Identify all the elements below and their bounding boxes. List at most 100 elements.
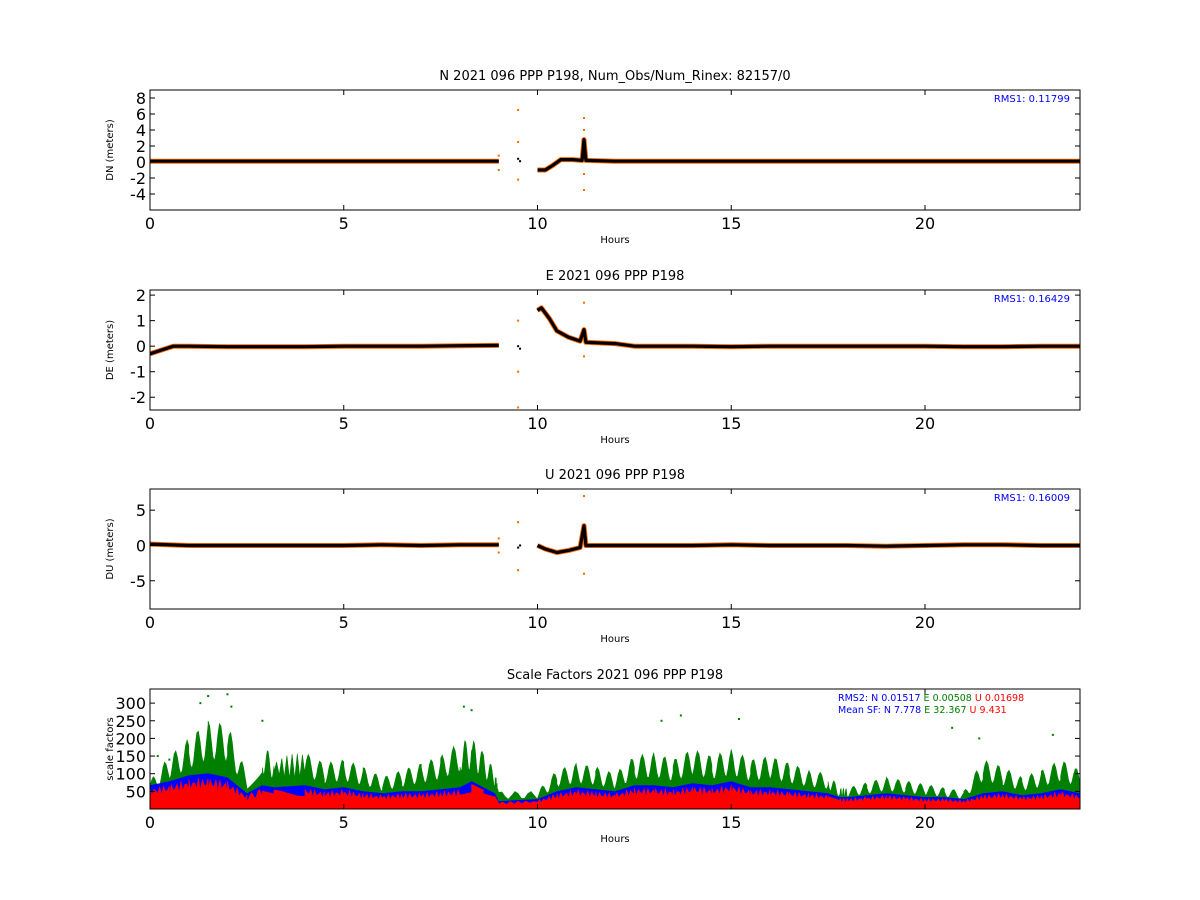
observed-point bbox=[583, 117, 585, 119]
x-tick-label: 0 bbox=[145, 813, 155, 832]
observed-point bbox=[583, 129, 585, 131]
x-tick-label: 20 bbox=[915, 613, 935, 632]
outlier-point bbox=[199, 702, 202, 705]
x-axis-label: Hours bbox=[600, 235, 629, 246]
rms1-annotation: RMS1: 0.16429 bbox=[994, 294, 1070, 305]
outlier-point bbox=[660, 719, 663, 722]
outlier-point bbox=[738, 718, 740, 720]
observed-point bbox=[583, 572, 585, 575]
y-tick-label: 50 bbox=[126, 782, 146, 801]
y-tick-label: -2 bbox=[130, 388, 146, 407]
rms2-part: U bbox=[972, 693, 982, 704]
y-tick-label: 300 bbox=[115, 694, 146, 713]
y-tick-label: 5 bbox=[136, 501, 146, 520]
observed-point bbox=[517, 109, 520, 111]
observed-point bbox=[517, 319, 520, 322]
mean_sf-part: 9.431 bbox=[977, 705, 1007, 716]
rms1-annotation: RMS1: 0.11799 bbox=[994, 94, 1070, 105]
observed-point bbox=[497, 169, 500, 171]
outlier-point bbox=[156, 755, 159, 758]
rms2-part: E bbox=[921, 693, 930, 704]
y-tick-label: -2 bbox=[130, 169, 146, 188]
mean_sf-part: 7.778 bbox=[891, 705, 921, 716]
y-tick-label: 0 bbox=[136, 153, 146, 172]
outlier-point bbox=[951, 726, 954, 729]
x-tick-label: 20 bbox=[915, 414, 935, 433]
x-tick-label: 5 bbox=[339, 214, 349, 233]
y-tick-label: -5 bbox=[130, 572, 146, 591]
axes-frame bbox=[149, 89, 1081, 211]
outlier-point bbox=[226, 693, 229, 696]
x-tick-label: 15 bbox=[721, 613, 741, 632]
observed-point bbox=[583, 173, 585, 175]
observed-band bbox=[150, 523, 1080, 555]
y-axis-label: scale factors bbox=[105, 717, 116, 780]
observed-point bbox=[517, 141, 520, 143]
y-tick-label: -4 bbox=[130, 185, 146, 204]
axes-frame bbox=[149, 289, 1081, 411]
x-tick-label: 10 bbox=[527, 414, 547, 433]
outlier-point bbox=[462, 705, 465, 708]
observed-point bbox=[497, 537, 500, 540]
y-tick-label: 150 bbox=[115, 747, 146, 766]
outlier-point bbox=[679, 714, 682, 717]
x-tick-label: 5 bbox=[339, 613, 349, 632]
plot-area bbox=[150, 301, 1080, 409]
x-tick-label: 0 bbox=[145, 613, 155, 632]
plot-area bbox=[150, 495, 1080, 575]
filtered-point bbox=[517, 546, 520, 549]
chart-panel-3: 0 5 10 15 20 5 0 -5 U 2021 096 PPP P198 Hours DU (… bbox=[105, 468, 1081, 645]
x-axis-label: Hours bbox=[600, 634, 629, 645]
x-axis-label: Hours bbox=[600, 435, 629, 446]
filtered-point bbox=[519, 160, 522, 163]
observed-point bbox=[583, 355, 585, 358]
observed-point bbox=[517, 569, 520, 572]
chart-title: N 2021 096 PPP P198, Num_Obs/Num_Rinex: … bbox=[439, 69, 790, 84]
y-tick-label: 1 bbox=[136, 312, 146, 331]
observed-point bbox=[517, 521, 520, 524]
y-tick-label: -1 bbox=[130, 363, 146, 382]
x-tick-label: 20 bbox=[915, 813, 935, 832]
y-tick-label: 0 bbox=[136, 536, 146, 555]
x-tick-label: 5 bbox=[339, 414, 349, 433]
outlier-point bbox=[978, 737, 981, 740]
y-tick-label: 6 bbox=[136, 105, 146, 124]
x-tick-label: 0 bbox=[145, 214, 155, 233]
y-tick-label: 250 bbox=[115, 712, 146, 731]
observed-point bbox=[517, 406, 520, 409]
x-tick-label: 10 bbox=[527, 613, 547, 632]
rms1-annotation: RMS1: 0.16009 bbox=[994, 493, 1070, 504]
outlier-point bbox=[470, 709, 473, 712]
observed-point bbox=[583, 301, 585, 304]
plot-area bbox=[150, 693, 1080, 809]
x-tick-label: 5 bbox=[339, 813, 349, 832]
y-tick-label: 2 bbox=[136, 286, 146, 305]
y-tick-label: 200 bbox=[115, 729, 146, 748]
filtered-point bbox=[517, 345, 520, 348]
observed-point bbox=[517, 370, 520, 373]
filtered-point bbox=[519, 544, 522, 547]
filtered-point bbox=[517, 157, 520, 160]
y-axis-label: DE (meters) bbox=[105, 320, 116, 380]
outlier-point bbox=[261, 719, 264, 722]
plot-area bbox=[150, 109, 1080, 191]
mean_sf-part: Mean SF: N bbox=[838, 705, 891, 716]
rms2-part: 0.00508 bbox=[930, 693, 972, 704]
observed-point bbox=[583, 495, 585, 498]
rms2-part: 0.01698 bbox=[982, 693, 1024, 704]
rms2-annotation: RMS2: N 0.01517 E 0.00508 U 0.01698 bbox=[838, 693, 1024, 704]
observed-point bbox=[497, 154, 500, 157]
x-tick-label: 15 bbox=[721, 214, 741, 233]
outlier-point bbox=[230, 705, 233, 708]
chart-title: Scale Factors 2021 096 PPP P198 bbox=[507, 668, 723, 683]
observed-point bbox=[517, 178, 520, 181]
mean_sf-part: E bbox=[921, 705, 930, 716]
mean_sf-annotation: Mean SF: N 7.778 E 32.367 U 9.431 bbox=[838, 705, 1007, 716]
axes-frame bbox=[149, 688, 1081, 810]
rms2-part: RMS2: N bbox=[838, 693, 878, 704]
y-tick-label: 100 bbox=[115, 765, 146, 784]
